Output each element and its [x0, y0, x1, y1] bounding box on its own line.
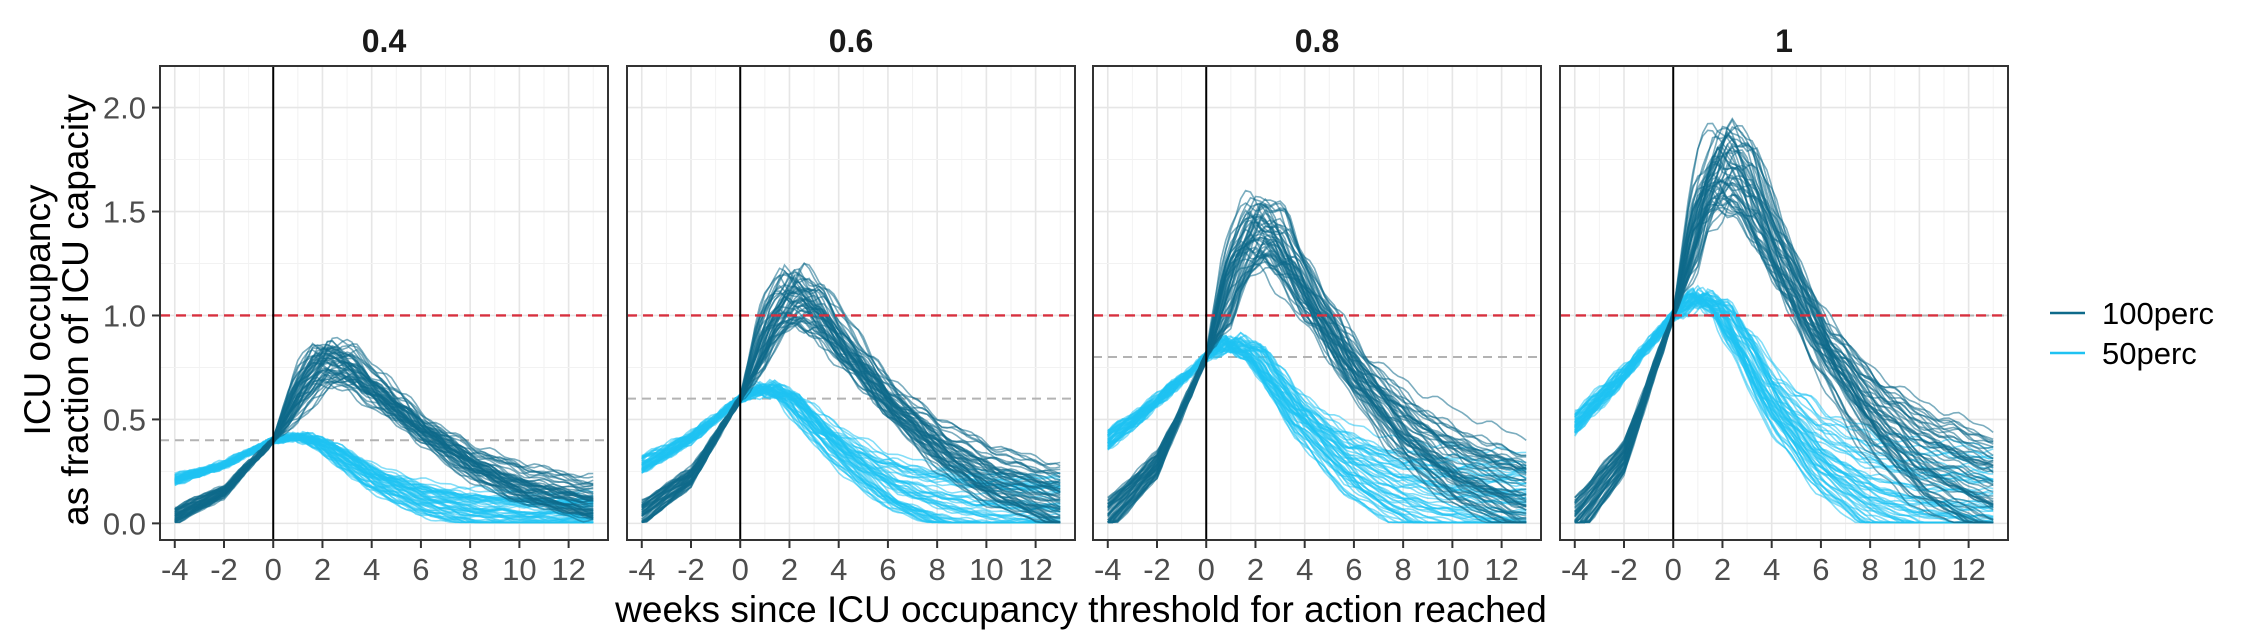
x-tick-label: 6 — [1345, 552, 1362, 587]
trajectories — [1574, 117, 1994, 524]
y-tick-label: 1.0 — [103, 298, 146, 333]
trajectory-100perc — [174, 354, 594, 517]
x-axis-title: weeks since ICU occupancy threshold for … — [614, 589, 1547, 630]
facet-panel-3: 0.8 -4 -2 0 2 4 6 8 10 12 — [1092, 23, 1542, 587]
x-tick-label: 0 — [1665, 552, 1682, 587]
trajectory-50perc — [174, 434, 594, 524]
facet-title: 0.4 — [362, 23, 407, 59]
trajectory-50perc — [174, 435, 594, 524]
trajectory-100perc — [1107, 238, 1527, 517]
facet-panels: 0.4-4 -2 0 2 4 6 8 10 120.6-4 -2 0 2 4 6 8 10 120.8-4 -2 0… — [159, 23, 2009, 587]
legend-label-50perc: 50perc — [2102, 336, 2197, 371]
x-tick-label: 10 — [1902, 552, 1936, 587]
x-tick-label: 0 — [1198, 552, 1215, 587]
x-tick-label: 8 — [1395, 552, 1412, 587]
panel-border — [1092, 65, 1542, 541]
x-tick-label: 4 — [1763, 552, 1780, 587]
x-tick-label: 6 — [1812, 552, 1829, 587]
x-tick-label: 12 — [1018, 552, 1052, 587]
legend: 100perc 50perc — [2050, 296, 2214, 371]
facet-title: 1 — [1775, 23, 1793, 59]
facet-title: 0.6 — [829, 23, 873, 59]
x-tick-label: -4 — [1094, 552, 1122, 587]
x-tick-label: 2 — [781, 552, 798, 587]
y-axis-title-line-1: ICU occupancy — [17, 184, 58, 435]
x-tick-label: 4 — [830, 552, 847, 587]
x-tick-label: -2 — [1143, 552, 1171, 587]
x-tick-label: 12 — [1951, 552, 1985, 587]
trajectory-50perc — [1107, 335, 1527, 524]
trajectory-100perc — [1574, 164, 1994, 521]
trajectories — [641, 261, 1061, 524]
trajectory-100perc — [641, 298, 1061, 513]
facet-title: 0.8 — [1295, 23, 1339, 59]
x-tick-label: 12 — [1484, 552, 1518, 587]
trajectories — [1107, 189, 1527, 524]
x-tick-label: -2 — [210, 552, 238, 587]
trajectory-50perc — [1574, 296, 1994, 524]
trajectory-50perc — [1107, 341, 1527, 500]
x-tick-label: 8 — [929, 552, 946, 587]
x-tick-label: -4 — [161, 552, 189, 587]
x-tick-label: 4 — [1296, 552, 1313, 587]
trajectory-100perc — [174, 381, 594, 511]
x-tick-label: 2 — [314, 552, 331, 587]
x-tick-label: 2 — [1247, 552, 1264, 587]
trajectory-100perc — [1107, 251, 1527, 509]
trajectory-100perc — [641, 319, 1061, 503]
x-tick-label: 6 — [412, 552, 429, 587]
x-tick-label: -2 — [1610, 552, 1638, 587]
facet-panel-4: 1 -4 -2 0 2 4 6 8 10 12 — [1559, 23, 2009, 587]
y-tick-label: 2.0 — [103, 91, 146, 126]
trajectory-50perc — [641, 379, 1061, 524]
trajectory-100perc — [174, 352, 594, 520]
x-tick-label: -2 — [677, 552, 705, 587]
y-axis-title-line-2: as fraction of ICU capacity — [55, 94, 96, 526]
trajectory-100perc — [1574, 130, 1994, 524]
legend-label-100perc: 100perc — [2102, 296, 2214, 331]
trajectory-100perc — [1574, 180, 1994, 518]
x-tick-label: 10 — [1435, 552, 1469, 587]
x-tick-label: 10 — [502, 552, 536, 587]
x-tick-label: 12 — [551, 552, 585, 587]
x-tick-label: 0 — [265, 552, 282, 587]
panel-border — [626, 65, 1076, 541]
trajectory-100perc — [641, 274, 1061, 523]
trajectory-100perc — [1107, 200, 1527, 524]
y-tick-label: 1.5 — [103, 195, 146, 230]
panel-border — [159, 65, 609, 541]
trajectory-50perc — [174, 435, 594, 522]
facet-panel-1: 0.4 -4 -2 0 2 4 6 8 10 12 — [159, 23, 609, 587]
trajectories — [174, 336, 594, 524]
trajectory-100perc — [1574, 118, 1994, 524]
y-tick-label: 0.0 — [103, 506, 146, 541]
y-tick-label: 0.5 — [103, 402, 146, 437]
x-tick-label: 6 — [879, 552, 896, 587]
x-tick-label: 4 — [363, 552, 380, 587]
x-tick-label: 8 — [462, 552, 479, 587]
y-axis: 0.0 0.5 1.0 1.5 2.0 — [103, 91, 160, 541]
x-tick-label: 10 — [969, 552, 1003, 587]
x-tick-label: 2 — [1714, 552, 1731, 587]
panel-border — [1559, 65, 2009, 541]
x-tick-label: 0 — [732, 552, 749, 587]
x-tick-label: 8 — [1862, 552, 1879, 587]
x-tick-label: -4 — [1561, 552, 1589, 587]
facet-panel-2: 0.6 -4 -2 0 2 4 6 8 10 12 — [626, 23, 1076, 587]
x-tick-label: -4 — [628, 552, 656, 587]
